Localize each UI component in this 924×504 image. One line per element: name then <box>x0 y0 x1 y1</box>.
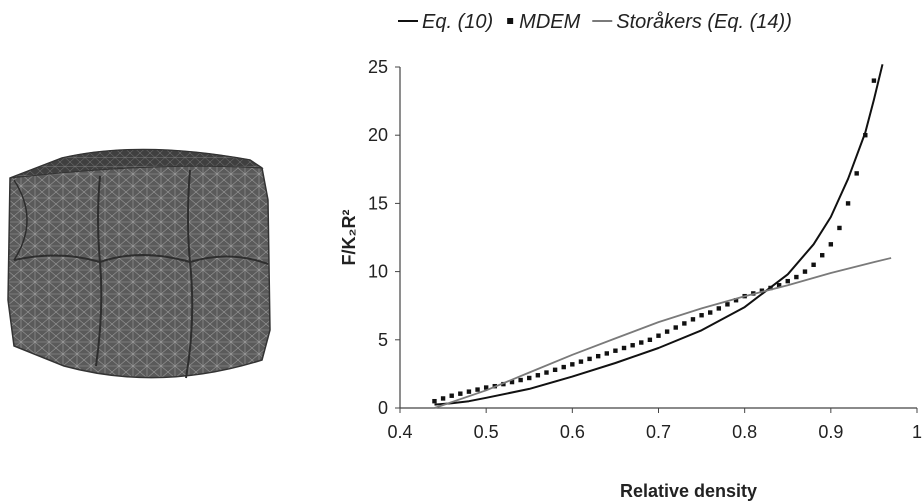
mdem-point <box>475 387 480 392</box>
mdem-point <box>432 398 437 404</box>
legend-marker <box>507 18 514 24</box>
x-axis-ticks: 0.4 0.5 0.6 0.7 0.8 0.9 1 <box>387 408 922 442</box>
mdem-point <box>656 333 661 338</box>
mdem-point <box>544 370 549 375</box>
mdem-point <box>630 343 635 348</box>
x-tick-label: 0.8 <box>732 422 757 442</box>
meshed-particle-cube-icon <box>7 148 271 379</box>
y-tick-label: 25 <box>368 57 388 77</box>
legend-item-0: Eq. (10) <box>398 11 493 33</box>
mdem-point <box>871 78 877 83</box>
mdem-point <box>595 353 601 359</box>
mdem-point <box>716 306 722 311</box>
series-line-0 <box>434 64 884 406</box>
mdem-point <box>820 253 825 258</box>
legend-label: MDEM <box>519 11 580 33</box>
legend-item-1: MDEM <box>507 11 581 33</box>
series-2 <box>434 257 892 409</box>
legend-label: Eq. (10) <box>422 11 493 33</box>
series-1 <box>432 78 877 404</box>
mdem-point <box>708 310 713 315</box>
mdem-point <box>733 298 739 303</box>
x-tick-label: 1 <box>912 422 922 442</box>
mdem-point <box>785 278 790 284</box>
mdem-point <box>699 313 704 318</box>
mdem-point <box>527 375 532 381</box>
x-tick-label: 0.6 <box>560 422 585 442</box>
mdem-point <box>518 377 523 383</box>
mdem-point <box>552 367 558 373</box>
mdem-point <box>759 288 765 293</box>
mdem-point <box>837 225 842 231</box>
mdem-point <box>621 345 627 351</box>
x-tick-label: 0.4 <box>387 422 412 442</box>
mdem-point <box>458 391 463 396</box>
mdem-point <box>725 302 730 307</box>
mdem-point <box>854 171 859 176</box>
x-axis-title: Relative density <box>620 481 757 501</box>
mdem-point <box>802 269 808 274</box>
x-tick-label: 0.5 <box>474 422 499 442</box>
series-layer <box>432 64 892 409</box>
series-line-2 <box>434 257 892 409</box>
mdem-point <box>449 393 454 398</box>
mdem-point <box>570 362 575 367</box>
mdem-point <box>682 321 687 326</box>
legend-label: Storåkers (Eq. (14)) <box>616 11 792 33</box>
mdem-point <box>587 356 592 362</box>
mdem-point <box>639 340 644 345</box>
mdem-point <box>690 317 696 322</box>
mdem-point <box>845 201 851 206</box>
mdem-point <box>673 325 678 330</box>
mdem-point <box>768 285 773 291</box>
y-tick-label: 5 <box>378 330 388 350</box>
mdem-point <box>613 348 618 353</box>
mdem-point <box>578 359 584 364</box>
legend-item-2: Storåkers (Eq. (14)) <box>592 11 792 33</box>
x-tick-label: 0.7 <box>646 422 671 442</box>
mdem-point <box>863 133 868 138</box>
mdem-point <box>604 351 609 356</box>
mdem-point <box>440 396 446 401</box>
y-tick-label: 15 <box>368 193 388 213</box>
mdem-point <box>811 262 816 267</box>
mdem-point <box>664 329 670 334</box>
x-tick-label: 0.9 <box>818 422 843 442</box>
y-tick-label: 0 <box>378 398 388 418</box>
mdem-point <box>561 364 566 370</box>
y-axis-ticks: 0 5 10 15 20 25 <box>368 57 400 418</box>
mdem-point <box>828 242 834 247</box>
mdem-point <box>466 389 472 394</box>
chart-axes <box>399 67 917 409</box>
y-axis-title: F/K₂R² <box>339 210 359 266</box>
mdem-point <box>794 274 799 280</box>
legend: Eq. (10) MDEM Storåkers (Eq. (14)) <box>398 11 792 33</box>
y-tick-label: 20 <box>368 125 388 145</box>
mdem-point <box>776 283 782 288</box>
mdem-point <box>647 337 653 342</box>
mdem-point <box>509 379 515 385</box>
y-tick-label: 10 <box>368 262 388 282</box>
mdem-point <box>535 373 541 378</box>
mdem-point <box>483 385 489 390</box>
series-0 <box>434 64 884 406</box>
